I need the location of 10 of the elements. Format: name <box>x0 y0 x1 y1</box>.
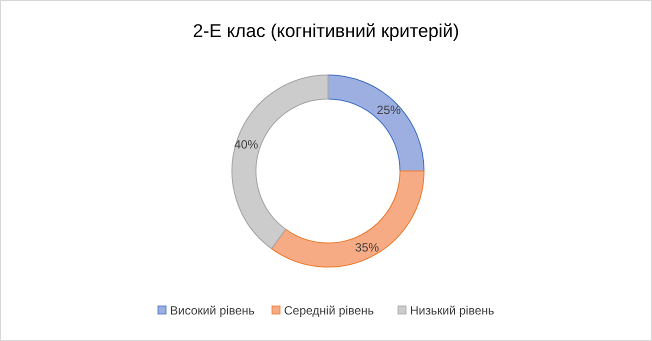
legend-label: Високий рівень <box>170 304 255 318</box>
data-label: 40% <box>234 137 259 152</box>
chart-title: 2-Е клас (когнітивний критерій) <box>192 20 460 41</box>
donut-slice <box>271 170 424 268</box>
data-label: 25% <box>376 103 402 118</box>
legend-label: Середній рівень <box>284 304 374 318</box>
data-label: 35% <box>355 240 380 255</box>
donut-slice <box>232 74 328 250</box>
donut-slice <box>328 74 424 172</box>
legend-label: Низький рівень <box>410 304 494 318</box>
